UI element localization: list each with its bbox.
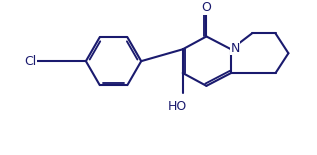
Text: O: O — [202, 1, 211, 14]
Text: N: N — [230, 42, 240, 55]
Text: HO: HO — [168, 100, 187, 113]
Text: Cl: Cl — [24, 55, 37, 68]
